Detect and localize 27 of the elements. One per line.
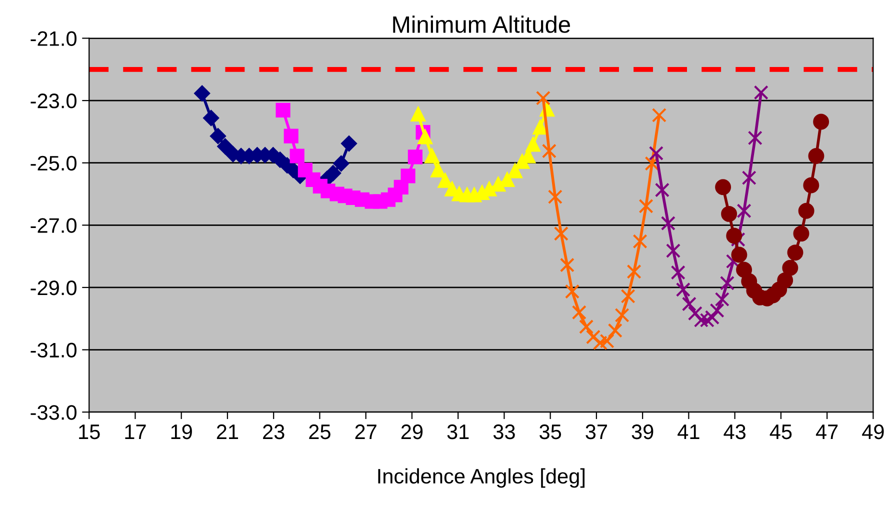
x-tick-label: 23 [263,424,284,440]
x-tick-label: 49 [862,424,884,440]
chart-title: Minimum Altitude [393,16,570,33]
x-tick-label: 45 [770,424,792,440]
x-tick-label: 17 [125,424,146,439]
x-tick-label: 41 [678,424,700,439]
x-tick-label: 15 [79,424,100,440]
x-tick-label: 29 [401,424,423,440]
x-tick-label: 25 [309,424,330,440]
x-tick-label: 33 [493,424,515,440]
x-tick-label: 27 [355,424,376,439]
x-tick-label: 31 [447,424,469,440]
y-tick-label: -27.0 [30,218,76,233]
x-tick-label: 19 [171,424,192,440]
x-tick-label: 43 [724,424,746,440]
y-tick-label: -25.0 [30,156,76,171]
x-tick-label: 37 [586,424,607,440]
y-tick-label: -31.0 [30,342,76,358]
x-tick-label: 35 [540,424,562,440]
x-tick-label: 47 [816,424,838,439]
y-tick-label: -21.0 [30,31,76,46]
y-tick-label: -33.0 [30,405,76,420]
x-tick-label: 21 [216,424,238,439]
x-tick-label: 39 [632,424,654,440]
y-tick-label: -23.0 [30,94,76,108]
x-axis-title: Incidence Angles [deg] [378,468,584,488]
y-tick-label: -29.0 [30,280,76,296]
